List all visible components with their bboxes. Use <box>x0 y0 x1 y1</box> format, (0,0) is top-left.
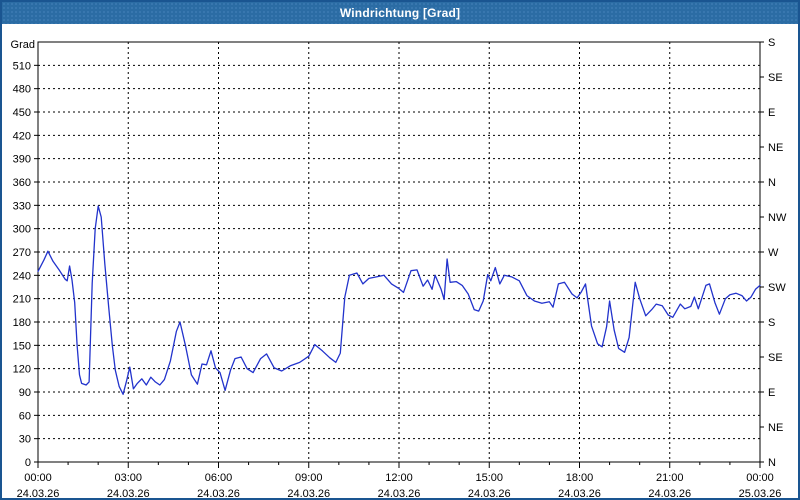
title-bar: Windrichtung [Grad] <box>2 2 798 24</box>
svg-text:SE: SE <box>768 352 783 364</box>
svg-text:24.03.26: 24.03.26 <box>287 488 330 498</box>
svg-text:00:00: 00:00 <box>24 472 52 484</box>
svg-text:25.03.26: 25.03.26 <box>739 488 782 498</box>
svg-text:420: 420 <box>13 130 31 142</box>
svg-text:300: 300 <box>13 224 31 236</box>
svg-text:N: N <box>768 457 776 469</box>
svg-text:E: E <box>768 107 775 119</box>
svg-text:90: 90 <box>19 387 31 399</box>
wind-direction-chart: 0 30 60 90 120 150 180 210 240 270 300 330 360 390 420… <box>11 37 787 498</box>
chart-area: 0 30 60 90 120 150 180 210 240 270 300 330 360 390 420… <box>2 24 798 498</box>
svg-text:0: 0 <box>25 457 31 469</box>
svg-text:24.03.26: 24.03.26 <box>107 488 150 498</box>
svg-text:06:00: 06:00 <box>205 472 233 484</box>
svg-text:Grad: Grad <box>11 39 35 51</box>
svg-text:SE: SE <box>768 72 783 84</box>
svg-text:N: N <box>768 177 776 189</box>
svg-text:00:00: 00:00 <box>746 472 774 484</box>
svg-text:12:00: 12:00 <box>385 472 413 484</box>
svg-text:S: S <box>768 37 775 49</box>
svg-text:18:00: 18:00 <box>566 472 594 484</box>
svg-text:24.03.26: 24.03.26 <box>378 488 421 498</box>
svg-text:30: 30 <box>19 434 31 446</box>
svg-text:24.03.26: 24.03.26 <box>558 488 601 498</box>
svg-text:210: 210 <box>13 294 31 306</box>
svg-text:24.03.26: 24.03.26 <box>197 488 240 498</box>
window-title: Windrichtung [Grad] <box>339 6 461 20</box>
svg-text:09:00: 09:00 <box>295 472 323 484</box>
svg-text:S: S <box>768 317 775 329</box>
svg-text:21:00: 21:00 <box>656 472 684 484</box>
svg-text:480: 480 <box>13 84 31 96</box>
svg-text:390: 390 <box>13 154 31 166</box>
svg-text:NE: NE <box>768 142 783 154</box>
svg-text:03:00: 03:00 <box>114 472 142 484</box>
svg-text:15:00: 15:00 <box>475 472 503 484</box>
svg-text:120: 120 <box>13 364 31 376</box>
svg-text:24.03.26: 24.03.26 <box>17 488 60 498</box>
svg-text:SW: SW <box>768 282 786 294</box>
svg-text:270: 270 <box>13 247 31 259</box>
svg-text:450: 450 <box>13 107 31 119</box>
svg-text:180: 180 <box>13 317 31 329</box>
svg-text:NE: NE <box>768 422 783 434</box>
svg-text:60: 60 <box>19 410 31 422</box>
svg-text:330: 330 <box>13 200 31 212</box>
svg-text:24.03.26: 24.03.26 <box>468 488 511 498</box>
svg-text:240: 240 <box>13 270 31 282</box>
svg-text:510: 510 <box>13 60 31 72</box>
svg-text:360: 360 <box>13 177 31 189</box>
svg-text:E: E <box>768 387 775 399</box>
svg-text:W: W <box>768 247 779 259</box>
svg-text:150: 150 <box>13 340 31 352</box>
svg-text:NW: NW <box>768 212 787 224</box>
svg-text:24.03.26: 24.03.26 <box>648 488 691 498</box>
